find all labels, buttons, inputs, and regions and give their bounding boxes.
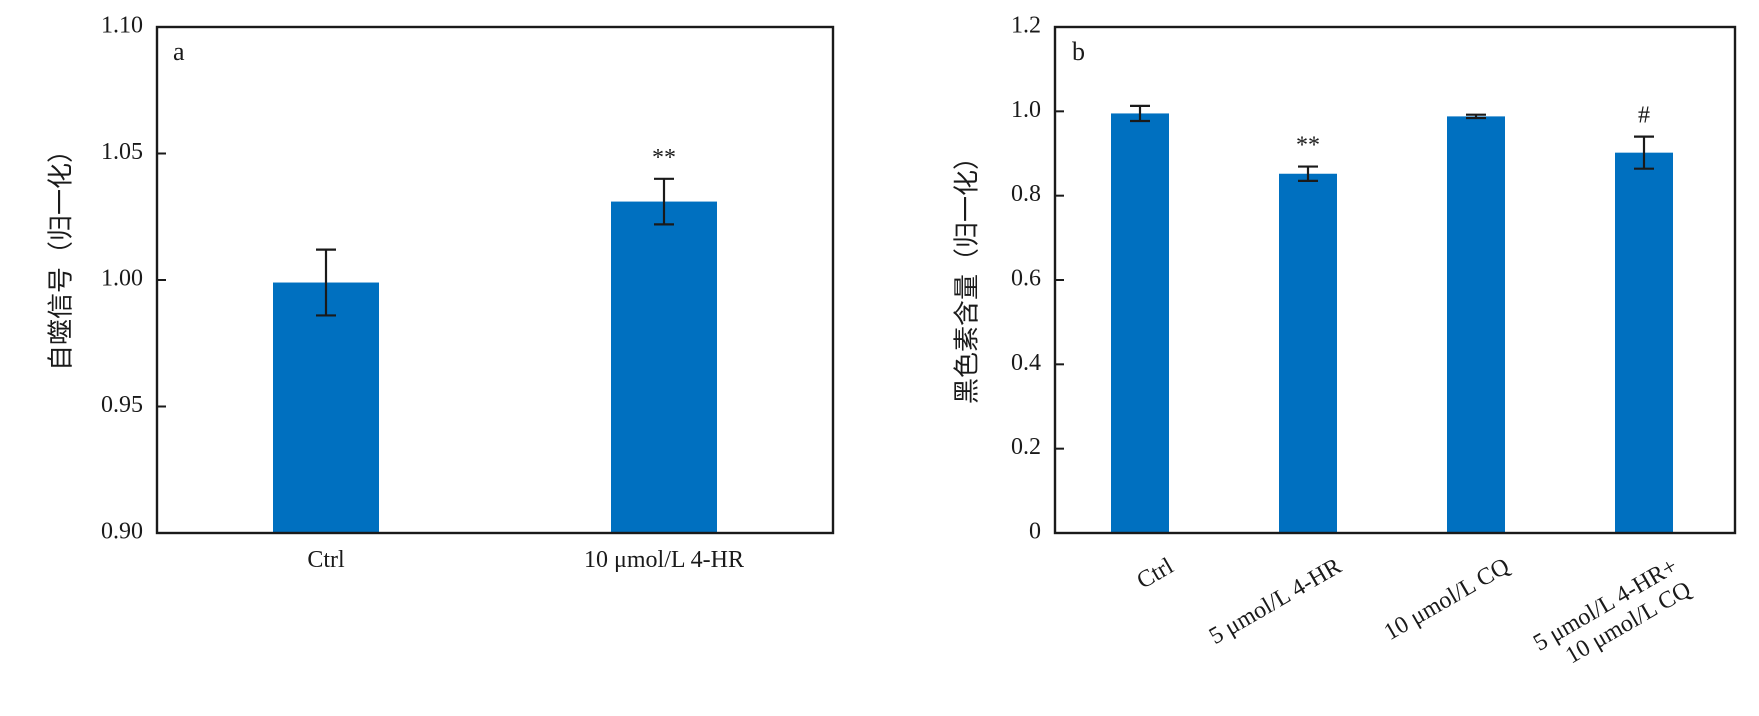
x-tick-label: 5 μmol/L 4-HR: [1205, 553, 1346, 650]
x-tick-label: Ctrl: [307, 547, 345, 573]
y-tick-label: 1.0: [1011, 97, 1041, 123]
error-bar: [1130, 104, 1150, 123]
panel-label: b: [1072, 37, 1085, 66]
chart-panel-a: 自噬信号（归一化） 0.90 0.95 1.00 1.05 1.10 ** Ctrl 10…: [47, 13, 835, 573]
x-tick-label: 10 μmol/L CQ: [1380, 553, 1514, 646]
bar: [1111, 113, 1169, 534]
y-ticks: 0 0.2 0.4 0.6 0.8 1.0 1.2: [1011, 13, 1064, 545]
error-bar: [1298, 165, 1318, 183]
bar: [273, 282, 379, 533]
x-tick-label: Ctrl: [1133, 553, 1179, 594]
y-tick-label: 1.05: [101, 139, 143, 165]
bar: [1447, 116, 1505, 533]
y-tick-label: 0.8: [1011, 181, 1041, 207]
y-tick-label: 1.00: [101, 266, 143, 292]
error-bars: [1130, 104, 1654, 183]
y-tick-label: 0.4: [1011, 350, 1041, 376]
y-tick-label: 0.2: [1011, 434, 1041, 460]
error-bar: [654, 177, 674, 226]
y-tick-label: 0.95: [101, 392, 143, 418]
plot-frame: [155, 25, 835, 535]
significance-marks: **: [652, 145, 676, 171]
bar: [611, 201, 717, 533]
error-bar: [316, 248, 336, 317]
x-tick-label: 10 μmol/L 4-HR: [584, 547, 744, 573]
bar: [1279, 173, 1337, 534]
error-bars: [316, 177, 674, 317]
x-tick-label: 5 μmol/L 4-HR+10 μmol/L CQ: [1529, 553, 1695, 680]
y-tick-label: 1.2: [1011, 13, 1041, 39]
plot-frame: [1053, 25, 1737, 535]
y-tick-label: 1.10: [101, 13, 143, 39]
significance-mark: **: [1296, 133, 1320, 159]
significance-marks: ** #: [1296, 103, 1650, 159]
y-axis-label: 自噬信号（归一化）: [47, 137, 77, 371]
y-axis-label: 黑色素含量（归一化）: [953, 144, 983, 404]
bars: [273, 201, 717, 533]
y-tick-label: 0.90: [101, 519, 143, 545]
bar: [1615, 152, 1673, 533]
y-ticks: 0.90 0.95 1.00 1.05 1.10: [101, 13, 166, 545]
y-tick-label: 0.6: [1011, 266, 1041, 292]
error-bar: [1634, 135, 1654, 170]
panel-label: a: [173, 37, 185, 66]
y-tick-label: 0: [1029, 519, 1041, 545]
x-tick-labels: Ctrl 5 μmol/L 4-HR 10 μmol/L CQ 5 μmol/L 4-…: [1133, 553, 1696, 680]
error-bar: [1466, 113, 1486, 120]
chart-panel-b: 黑色素含量（归一化） 0 0.2 0.4 0.6 0.8 1.0 1.2 ** # Ctrl 5…: [953, 13, 1737, 680]
significance-mark: #: [1638, 103, 1650, 129]
x-tick-labels: Ctrl 10 μmol/L 4-HR: [307, 547, 744, 573]
significance-mark: **: [652, 145, 676, 171]
bars: [1111, 113, 1673, 534]
